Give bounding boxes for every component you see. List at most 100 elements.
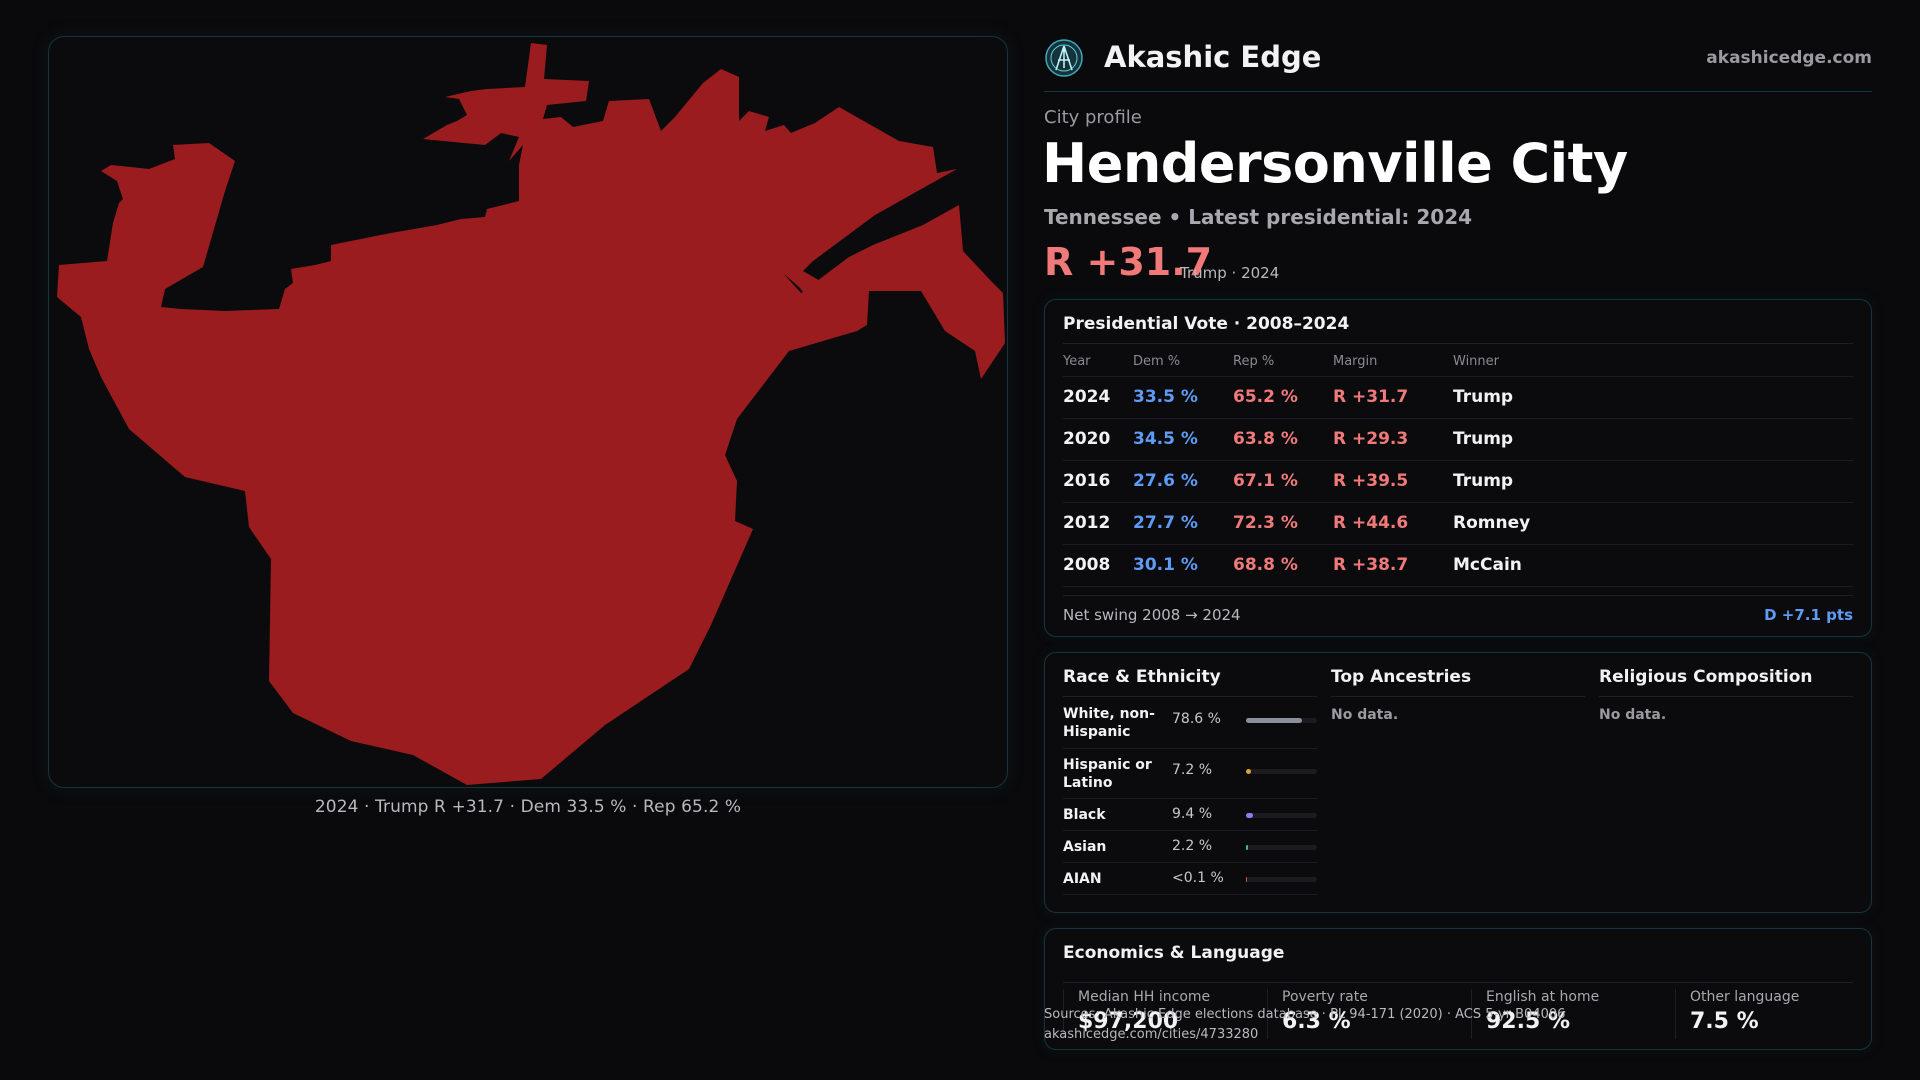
cell-rep: 67.1 % — [1233, 460, 1333, 503]
site-link[interactable]: akashicedge.com — [1706, 48, 1872, 68]
net-swing-row: Net swing 2008 → 2024 D +7.1 pts — [1063, 594, 1853, 635]
race-bar-track — [1246, 769, 1317, 774]
econ-value: 7.5 % — [1690, 1009, 1759, 1034]
econ-other-language: Other language 7.5 % — [1675, 989, 1875, 1039]
cell-rep: 63.8 % — [1233, 418, 1333, 461]
race-bar-fill — [1246, 813, 1253, 818]
ancestries-section: Top Ancestries No data. — [1331, 667, 1585, 723]
econ-poverty-rate: Poverty rate 6.3 % — [1267, 989, 1467, 1039]
col-header-margin: Margin — [1333, 348, 1453, 377]
race-bar-track — [1246, 877, 1317, 882]
race-title: Race & Ethnicity — [1063, 667, 1317, 697]
economics-card: Economics & Language Median HH income $9… — [1044, 928, 1872, 1050]
cell-rep: 65.2 % — [1233, 376, 1333, 419]
econ-median-income: Median HH income $97,200 — [1063, 989, 1263, 1039]
race-pct: 2.2 % — [1172, 838, 1213, 854]
cell-winner: Trump — [1453, 376, 1853, 419]
list-item: Hispanic or Latino 7.2 % — [1063, 749, 1317, 799]
race-pct: <0.1 % — [1172, 870, 1224, 886]
race-pct: 78.6 % — [1172, 711, 1221, 727]
econ-label: English at home — [1486, 989, 1600, 1005]
cell-dem: 34.5 % — [1133, 418, 1233, 461]
cell-margin: R +38.7 — [1333, 544, 1453, 587]
race-bar-fill — [1246, 769, 1252, 774]
table-row: 2016 27.6 % 67.1 % R +39.5 Trump — [1063, 460, 1853, 503]
cell-margin: R +29.3 — [1333, 418, 1453, 461]
table-row: 2012 27.7 % 72.3 % R +44.6 Romney — [1063, 502, 1853, 545]
economics-title: Economics & Language — [1063, 943, 1853, 983]
cell-year: 2024 — [1063, 376, 1133, 419]
map-caption: 2024 · Trump R +31.7 · Dem 33.5 % · Rep … — [314, 797, 742, 817]
race-ethnicity-section: Race & Ethnicity White, non-Hispanic 78.… — [1063, 667, 1317, 895]
cell-year: 2012 — [1063, 502, 1133, 545]
presidential-vote-card: Presidential Vote · 2008–2024 Year Dem %… — [1044, 299, 1872, 637]
race-bar-track — [1246, 813, 1317, 818]
race-name: Asian — [1063, 839, 1107, 855]
city-boundary-shape[interactable] — [57, 43, 1005, 785]
cell-winner: McCain — [1453, 544, 1853, 587]
cell-margin: R +31.7 — [1333, 376, 1453, 419]
econ-label: Median HH income — [1078, 989, 1211, 1005]
col-header-rep: Rep % — [1233, 348, 1333, 377]
table-row: 2020 34.5 % 63.8 % R +29.3 Trump — [1063, 418, 1853, 461]
vote-card-title: Presidential Vote · 2008–2024 — [1063, 314, 1853, 344]
econ-value: $97,200 — [1078, 1009, 1179, 1034]
econ-value: 92.5 % — [1486, 1009, 1570, 1034]
race-name: AIAN — [1063, 871, 1102, 887]
page-title: Hendersonville City — [1042, 132, 1628, 195]
race-name: White, non-Hispanic — [1063, 706, 1155, 740]
list-item: AIAN <0.1 % — [1063, 863, 1317, 895]
footer: Sources: Akashic Edge elections database… — [1044, 1005, 1565, 1045]
ancestries-empty: No data. — [1331, 707, 1399, 723]
race-bar-fill — [1246, 845, 1249, 850]
city-boundary-map[interactable] — [49, 37, 1008, 788]
cell-margin: R +39.5 — [1333, 460, 1453, 503]
vote-table-header: Year Dem % Rep % Margin Winner — [1063, 348, 1853, 377]
race-name: Hispanic or Latino — [1063, 757, 1152, 791]
list-item: Black 9.4 % — [1063, 799, 1317, 831]
net-swing-value: D +7.1 pts — [1764, 605, 1853, 624]
footer-url[interactable]: akashicedge.com/cities/4733280 — [1044, 1027, 1259, 1042]
race-bar-track — [1246, 718, 1317, 723]
cell-winner: Trump — [1453, 460, 1853, 503]
race-bar-track — [1246, 845, 1317, 850]
table-row: 2024 33.5 % 65.2 % R +31.7 Trump — [1063, 376, 1853, 419]
cell-margin: R +44.6 — [1333, 502, 1453, 545]
cell-rep: 72.3 % — [1233, 502, 1333, 545]
akashic-edge-logo-icon[interactable] — [1044, 38, 1084, 78]
race-bar-fill — [1246, 718, 1302, 723]
religion-empty: No data. — [1599, 707, 1667, 723]
cell-year: 2008 — [1063, 544, 1133, 587]
religion-title: Religious Composition — [1599, 667, 1853, 697]
footer-sources: Sources: Akashic Edge elections database… — [1044, 1007, 1566, 1022]
race-pct: 9.4 % — [1172, 806, 1213, 822]
headline-margin: R +31.7 — [1044, 240, 1213, 284]
race-pct: 7.2 % — [1172, 762, 1213, 778]
col-header-dem: Dem % — [1133, 348, 1233, 377]
net-swing-label: Net swing 2008 → 2024 — [1063, 605, 1241, 624]
econ-label: Poverty rate — [1282, 989, 1368, 1005]
cell-dem: 30.1 % — [1133, 544, 1233, 587]
cell-dem: 33.5 % — [1133, 376, 1233, 419]
cell-winner: Trump — [1453, 418, 1853, 461]
econ-english-home: English at home 92.5 % — [1471, 989, 1671, 1039]
econ-value: 6.3 % — [1282, 1009, 1351, 1034]
demographics-card: Race & Ethnicity White, non-Hispanic 78.… — [1044, 652, 1872, 913]
vote-table: Year Dem % Rep % Margin Winner 2024 33.5… — [1063, 348, 1853, 587]
race-name: Black — [1063, 807, 1106, 823]
col-header-winner: Winner — [1453, 348, 1853, 377]
religion-section: Religious Composition No data. — [1599, 667, 1853, 723]
cell-dem: 27.6 % — [1133, 460, 1233, 503]
page-subtitle: Tennessee • Latest presidential: 2024 — [1044, 205, 1473, 229]
cell-year: 2016 — [1063, 460, 1133, 503]
cell-winner: Romney — [1453, 502, 1853, 545]
econ-label: Other language — [1690, 989, 1800, 1005]
ancestries-title: Top Ancestries — [1331, 667, 1585, 697]
list-item: White, non-Hispanic 78.6 % — [1063, 697, 1317, 749]
map-panel[interactable] — [48, 36, 1008, 788]
cell-year: 2020 — [1063, 418, 1133, 461]
race-bar-fill — [1246, 877, 1248, 882]
brand-name[interactable]: Akashic Edge — [1104, 40, 1322, 74]
cell-rep: 68.8 % — [1233, 544, 1333, 587]
headline-margin-note: Trump · 2024 — [1180, 264, 1280, 282]
